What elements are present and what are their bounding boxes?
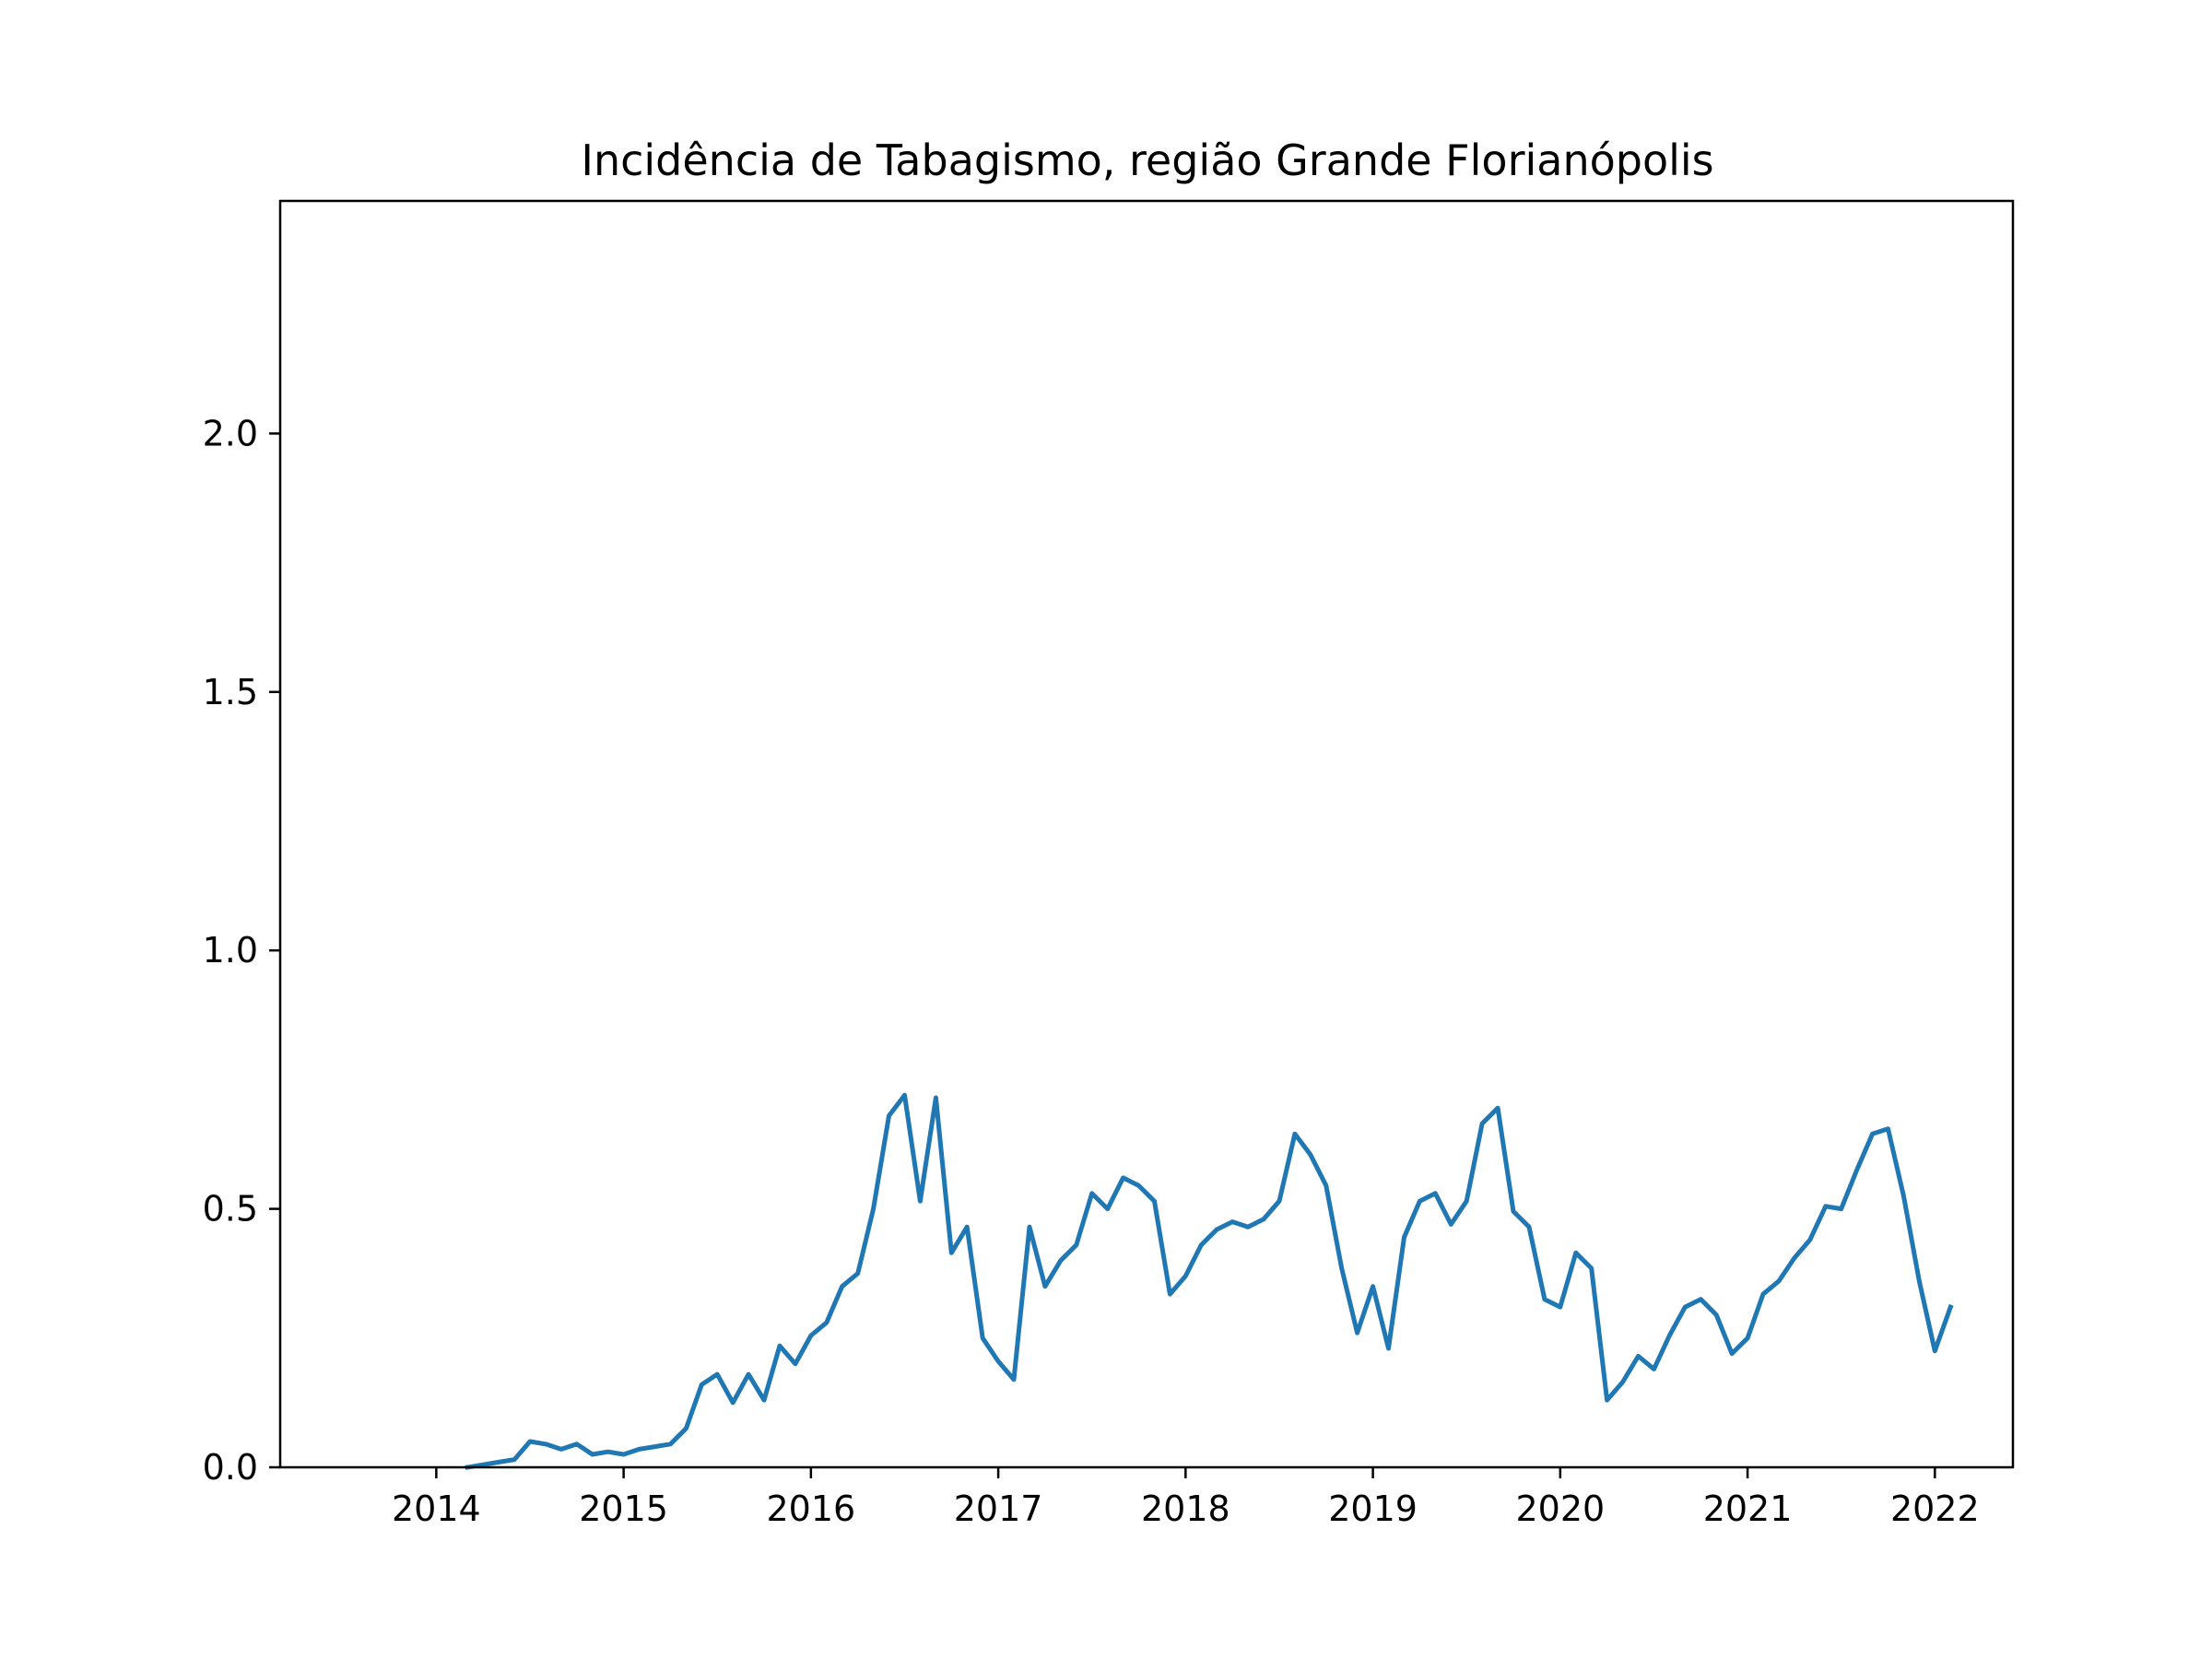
axes-frame xyxy=(278,199,2015,1469)
x-tick-label: 2020 xyxy=(1515,1488,1605,1529)
y-tick-label: 1.0 xyxy=(203,930,258,971)
x-tick-label: 2018 xyxy=(1141,1488,1230,1529)
series-line-0 xyxy=(465,1092,1954,1470)
plot-area: 2014 2015 2016 2017 2018 2019 2020 2021 2022 0.0 0… xyxy=(203,199,2015,1529)
x-tick-label: 2015 xyxy=(579,1488,668,1529)
y-tick-label: 2.0 xyxy=(203,413,258,453)
x-tick-label: 2014 xyxy=(392,1488,481,1529)
x-tick-label: 2017 xyxy=(954,1488,1043,1529)
y-tick-label: 0.0 xyxy=(203,1447,258,1488)
x-tick-label: 2019 xyxy=(1328,1488,1418,1529)
y-tick-label: 0.5 xyxy=(203,1189,258,1230)
x-tick-label: 2021 xyxy=(1703,1488,1793,1529)
chart-title: Incidência de Tabagismo, região Grande F… xyxy=(581,135,1713,185)
y-tick-label: 1.5 xyxy=(203,672,258,712)
x-tick-label: 2016 xyxy=(766,1488,855,1529)
x-tick-label: 2022 xyxy=(1890,1488,1980,1529)
